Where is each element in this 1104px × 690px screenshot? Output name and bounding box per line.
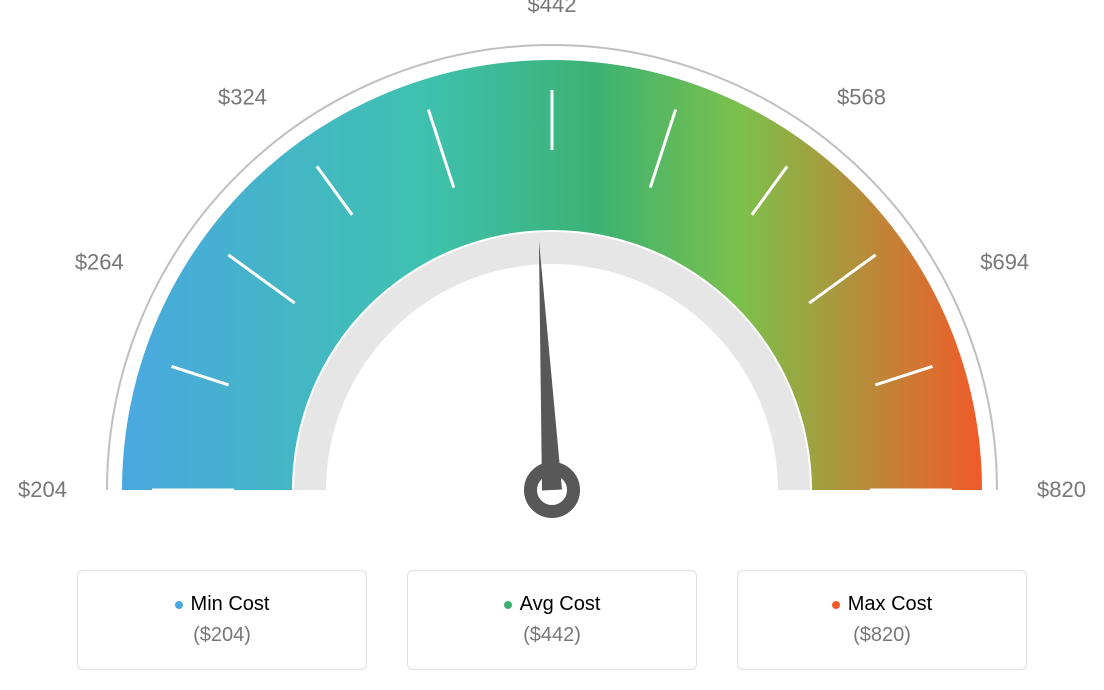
- dot-icon: [832, 601, 840, 609]
- legend-title-avg: Avg Cost: [504, 593, 601, 616]
- legend-card-avg: Avg Cost ($442): [407, 570, 697, 670]
- legend-title-min: Min Cost: [175, 593, 270, 616]
- svg-text:$820: $820: [1037, 477, 1086, 502]
- legend-title-max: Max Cost: [832, 593, 932, 616]
- svg-text:$204: $204: [18, 477, 67, 502]
- svg-text:$442: $442: [528, 0, 577, 17]
- legend-card-min: Min Cost ($204): [77, 570, 367, 670]
- svg-text:$694: $694: [980, 249, 1029, 274]
- legend-value-avg: ($442): [523, 624, 581, 647]
- legend-card-max: Max Cost ($820): [737, 570, 1027, 670]
- dot-icon: [175, 601, 183, 609]
- svg-text:$264: $264: [75, 249, 124, 274]
- svg-text:$568: $568: [837, 85, 886, 110]
- gauge-svg: $204 $264 $324 $442 $568 $694 $820: [0, 0, 1104, 560]
- legend-title-text: Min Cost: [191, 593, 270, 616]
- gauge-chart: $204 $264 $324 $442 $568 $694 $820: [0, 0, 1104, 560]
- legend-value-max: ($820): [853, 624, 911, 647]
- legend-title-text: Max Cost: [848, 593, 932, 616]
- svg-text:$324: $324: [218, 85, 267, 110]
- legend-value-min: ($204): [193, 624, 251, 647]
- dot-icon: [504, 601, 512, 609]
- legend-row: Min Cost ($204) Avg Cost ($442) Max Cost…: [0, 560, 1104, 670]
- legend-title-text: Avg Cost: [520, 593, 601, 616]
